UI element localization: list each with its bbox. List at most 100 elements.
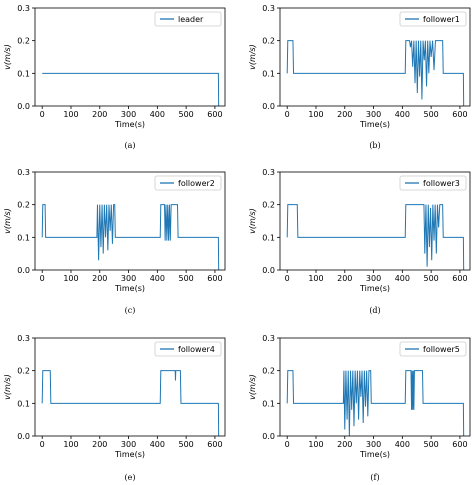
panel-caption: (c) <box>125 306 136 315</box>
legend-box <box>399 175 467 191</box>
x-tick-label: 0 <box>285 110 290 119</box>
chart-panel-1: 0 100 200 300 400 500 600 0.0 0.1 0.2 0.3 Time(s) v(… <box>3 4 226 150</box>
chart-panel-6: 0 100 200 300 400 500 600 0.0 0.1 0.2 0.3 Time(s) v(… <box>248 334 471 482</box>
y-tick-label: 0.2 <box>262 201 275 210</box>
x-tick-label: 0 <box>40 440 45 449</box>
y-tick-label: 0.0 <box>262 432 275 441</box>
plot-frame <box>279 171 471 271</box>
y-axis-label: v(m/s) <box>3 208 12 234</box>
x-tick-label: 400 <box>395 274 410 283</box>
x-tick-label: 500 <box>178 110 193 119</box>
legend-label: follower3 <box>423 179 460 188</box>
chart-panel-2: 0 100 200 300 400 500 600 0.0 0.1 0.2 0.3 Time(s) v(… <box>248 4 471 150</box>
panel-caption: (e) <box>125 473 136 482</box>
x-tick-label: 0 <box>285 274 290 283</box>
panel-caption: (a) <box>124 141 135 150</box>
y-tick-label: 0.1 <box>17 69 30 78</box>
y-tick-label: 0.0 <box>17 102 30 111</box>
plot-frame <box>34 337 226 437</box>
y-tick-label: 0.2 <box>17 201 30 210</box>
y-tick-label: 0.1 <box>262 399 275 408</box>
series-line-follower3 <box>286 204 465 271</box>
panel-caption: (d) <box>369 306 380 315</box>
y-tick-label: 0.2 <box>262 367 275 376</box>
x-axis-label: Time(s) <box>359 120 390 129</box>
panel-caption: (f) <box>370 473 379 482</box>
y-tick-label: 0.2 <box>262 37 275 46</box>
x-tick-label: 600 <box>452 110 467 119</box>
x-tick-label: 200 <box>337 440 352 449</box>
plot-frame <box>279 337 471 437</box>
series-line-leader <box>42 72 220 107</box>
x-tick-label: 600 <box>207 274 222 283</box>
y-tick-label: 0.0 <box>262 102 275 111</box>
legend-box <box>399 341 467 357</box>
y-tick-label: 0.3 <box>17 168 30 177</box>
x-tick-label: 100 <box>308 110 323 119</box>
x-tick-label: 500 <box>423 274 438 283</box>
chart-panel-3: 0 100 200 300 400 500 600 0.0 0.1 0.2 0.3 Time(s) v(… <box>3 168 226 315</box>
x-tick-label: 300 <box>366 274 381 283</box>
series-line-follower1 <box>286 40 465 107</box>
plot-frame <box>34 171 226 271</box>
x-tick-label: 500 <box>423 110 438 119</box>
x-tick-label: 0 <box>40 110 45 119</box>
x-tick-label: 300 <box>366 110 381 119</box>
x-axis-label: Time(s) <box>359 450 390 459</box>
chart-panel-4: 0 100 200 300 400 500 600 0.0 0.1 0.2 0.3 Time(s) v(… <box>248 168 471 315</box>
y-tick-label: 0.3 <box>17 4 30 13</box>
x-axis-label: Time(s) <box>114 284 145 293</box>
y-tick-label: 0.3 <box>262 334 275 343</box>
y-tick-label: 0.3 <box>17 334 30 343</box>
legend-label: follower4 <box>178 345 215 354</box>
series-line-follower2 <box>41 204 220 271</box>
x-tick-label: 200 <box>92 440 107 449</box>
panel-caption: (b) <box>369 141 380 150</box>
y-tick-label: 0.0 <box>17 432 30 441</box>
x-tick-label: 600 <box>452 274 467 283</box>
legend-label: leader <box>178 15 204 24</box>
x-tick-label: 0 <box>40 274 45 283</box>
x-tick-label: 100 <box>308 274 323 283</box>
x-tick-label: 400 <box>395 440 410 449</box>
legend-label: follower1 <box>423 15 460 24</box>
x-tick-label: 0 <box>285 440 290 449</box>
legend-label: follower2 <box>178 179 215 188</box>
x-axis-label: Time(s) <box>359 284 390 293</box>
x-tick-label: 400 <box>395 110 410 119</box>
x-tick-label: 600 <box>207 110 222 119</box>
x-tick-label: 200 <box>337 110 352 119</box>
x-tick-label: 400 <box>150 110 165 119</box>
x-tick-label: 300 <box>121 274 136 283</box>
x-tick-label: 400 <box>150 274 165 283</box>
y-tick-label: 0.1 <box>262 233 275 242</box>
y-axis-label: v(m/s) <box>3 44 12 70</box>
x-tick-label: 200 <box>337 274 352 283</box>
y-tick-label: 0.0 <box>17 266 30 275</box>
y-tick-label: 0.1 <box>17 399 30 408</box>
y-tick-label: 0.1 <box>262 69 275 78</box>
x-tick-label: 200 <box>92 274 107 283</box>
legend-box <box>154 11 222 27</box>
x-axis-label: Time(s) <box>114 120 145 129</box>
legend-box <box>154 175 222 191</box>
x-tick-label: 100 <box>308 440 323 449</box>
y-tick-label: 0.3 <box>262 4 275 13</box>
y-tick-label: 0.3 <box>262 168 275 177</box>
x-tick-label: 300 <box>366 440 381 449</box>
x-tick-label: 100 <box>63 110 78 119</box>
legend-box <box>154 341 222 357</box>
series-line-follower5 <box>286 370 465 437</box>
y-axis-label: v(m/s) <box>248 44 257 70</box>
x-tick-label: 400 <box>150 440 165 449</box>
plot-frame <box>34 7 226 107</box>
series-line-follower4 <box>41 370 220 437</box>
y-axis-label: v(m/s) <box>3 374 12 400</box>
x-axis-label: Time(s) <box>114 450 145 459</box>
x-tick-label: 200 <box>92 110 107 119</box>
plot-frame <box>279 7 471 107</box>
x-tick-label: 600 <box>452 440 467 449</box>
x-tick-label: 500 <box>178 440 193 449</box>
y-axis-label: v(m/s) <box>248 374 257 400</box>
